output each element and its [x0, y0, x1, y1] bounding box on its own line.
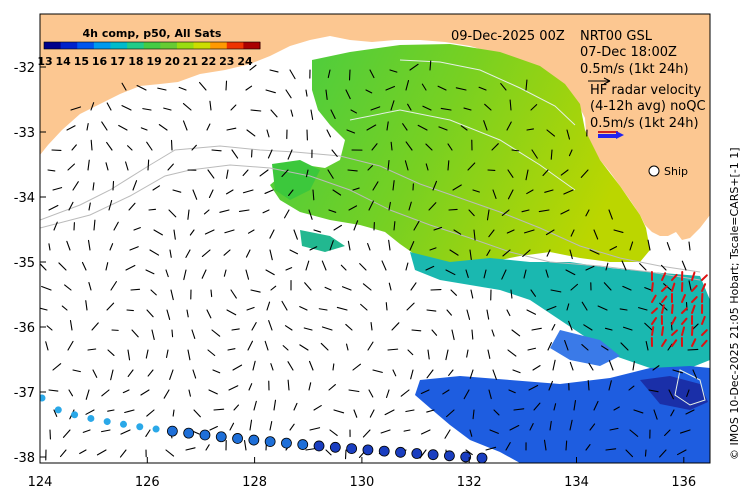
hf-radar-subtitle: (4-12h avg) noQC: [590, 99, 706, 114]
colorbar-swatch: [143, 42, 161, 49]
colorbar-swatch: [44, 42, 62, 49]
sst-deepblue-spot: [640, 376, 708, 410]
colorbar-ticks: 13 14 15 16 17 18 19 20 21 22 23 24: [37, 55, 253, 68]
y-tick-label: -34: [14, 191, 35, 206]
y-tick-label: -38: [14, 451, 35, 466]
colorbar-tick-label: 23: [219, 55, 234, 68]
current-scale-label: 0.5m/s (1kt 24h): [580, 62, 689, 77]
y-tick-label: -32: [14, 61, 35, 76]
colorbar-tick-label: 15: [74, 55, 89, 68]
x-tick-label: 134: [564, 475, 589, 490]
colorbar-swatch: [110, 42, 128, 49]
colorbar-swatch: [93, 42, 111, 49]
x-tick-label: 124: [28, 475, 53, 490]
hf-radar-scale-label: 0.5m/s (1kt 24h): [590, 116, 699, 131]
sst-cyan-band: [410, 252, 710, 368]
colorbar-swatches: [43, 41, 261, 50]
colorbar-swatch: [193, 42, 211, 49]
colorbar-tick-label: 19: [146, 55, 161, 68]
colorbar-title: 4h comp, p50, All Sats: [83, 27, 222, 40]
hf-radar-vectors: [650, 271, 708, 347]
drifter-position: [87, 414, 95, 422]
colorbar-tick-label: 14: [56, 55, 72, 68]
drifter-position: [444, 450, 455, 462]
radar-scale-arrow-icon: [598, 131, 624, 139]
sst-warm-green: [270, 44, 650, 278]
sst-cyan-patch: [300, 230, 345, 252]
drifter-position: [40, 394, 46, 402]
colorbar-swatch: [210, 42, 228, 49]
x-tick-label: 126: [135, 475, 160, 490]
x-tick-label: 132: [457, 475, 482, 490]
colorbar-swatch: [127, 42, 145, 49]
y-tick-label: -35: [14, 256, 35, 271]
drifter-position: [183, 427, 195, 439]
drifter-position: [152, 425, 160, 433]
y-axis: -32 -33 -34 -35 -36 -37 -38: [14, 61, 46, 466]
ship-marker-icon: [648, 165, 660, 177]
hf-radar-title: HF radar velocity: [590, 83, 702, 98]
colorbar-tick-label: 13: [37, 55, 52, 68]
y-tick-label: -33: [14, 126, 35, 141]
drifter-position: [119, 420, 127, 428]
drifter-position: [199, 429, 211, 441]
drifter-position: [297, 439, 309, 450]
drifter-position: [411, 448, 423, 459]
colorbar-swatch: [60, 42, 78, 49]
drifter-position: [136, 423, 144, 431]
plot-frame: [39, 13, 711, 464]
x-tick-label: 128: [242, 475, 267, 490]
colorbar-swatch: [176, 42, 195, 49]
colorbar-tick-label: 18: [128, 55, 143, 68]
drifter-position: [103, 418, 111, 426]
bathymetry-contours: [40, 145, 701, 281]
drifter-position: [264, 436, 276, 448]
colorbar-tick-label: 21: [183, 55, 198, 68]
colorbar-swatch: [160, 42, 178, 49]
colorbar-swatch: [243, 42, 261, 49]
product-name: NRT00 GSL: [580, 29, 653, 44]
colorbar-tick-label: 20: [165, 55, 181, 68]
drifter-position: [54, 406, 62, 414]
drifter-track: [40, 394, 488, 463]
drifter-position: [71, 411, 79, 419]
drifter-position: [329, 441, 341, 453]
x-axis: 124 126 128 130 132 134 136: [28, 457, 696, 490]
colorbar-tick-label: 16: [92, 55, 108, 68]
drifter-position: [362, 444, 374, 456]
colorbar-tick-label: 24: [237, 55, 253, 68]
drifter-position: [281, 437, 292, 449]
drifter-position: [215, 431, 227, 443]
x-tick-label: 136: [671, 475, 696, 490]
scale-arrow-icon: [588, 77, 611, 85]
drifter-position: [460, 451, 472, 463]
drifter-position: [395, 446, 406, 458]
drifter-position: [232, 433, 243, 444]
drifter-position: [248, 434, 260, 446]
colorbar-swatch: [226, 42, 244, 49]
drifter-position: [313, 440, 325, 452]
drifter-position: [378, 445, 390, 457]
y-tick-label: -36: [14, 321, 35, 336]
colorbar: 4h comp, p50, All Sats 13 14 15 16 17 18 19 20 2…: [37, 27, 261, 68]
colorbar-tick-label: 17: [110, 55, 125, 68]
map-date: 09-Dec-2025 00Z: [451, 29, 565, 44]
drifter-position: [427, 449, 439, 461]
drifter-position: [476, 452, 488, 463]
current-time: 07-Dec 18:00Z: [580, 45, 677, 60]
credit-text: © IMOS 10-Dec-2025 21:05 Hobart; Tscale=…: [728, 147, 741, 460]
drifter-position: [166, 425, 178, 437]
ship-label: Ship: [664, 165, 688, 178]
y-tick-label: -37: [14, 386, 35, 401]
colorbar-tick-label: 22: [201, 55, 216, 68]
x-tick-label: 130: [349, 475, 374, 490]
colorbar-swatch: [77, 42, 95, 49]
drifter-position: [346, 443, 358, 455]
current-vectors: [40, 60, 699, 461]
